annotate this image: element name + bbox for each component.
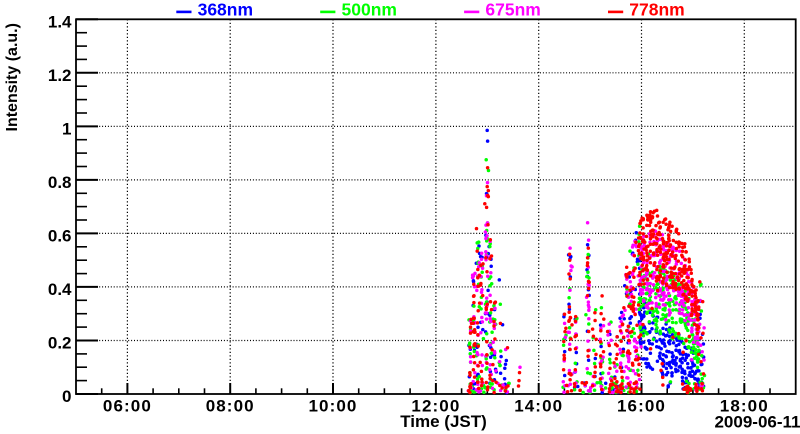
svg-text:1: 1 [62,119,71,138]
svg-text:0.4: 0.4 [48,280,72,299]
svg-text:0: 0 [62,387,71,406]
svg-text:14:00: 14:00 [514,397,563,416]
svg-text:368nm: 368nm [198,0,253,19]
svg-text:18:00: 18:00 [720,397,769,416]
svg-text:08:00: 08:00 [206,397,255,416]
svg-text:Intensity (a.u.): Intensity (a.u.) [4,23,21,131]
svg-text:1.2: 1.2 [48,66,72,85]
svg-text:16:00: 16:00 [617,397,666,416]
svg-text:06:00: 06:00 [103,397,152,416]
svg-text:Time (JST): Time (JST) [400,412,487,431]
svg-text:500nm: 500nm [342,0,397,19]
svg-text:0.8: 0.8 [48,173,72,192]
svg-text:675nm: 675nm [485,0,540,19]
svg-text:10:00: 10:00 [309,397,358,416]
svg-text:0.2: 0.2 [48,334,72,353]
svg-text:0.6: 0.6 [48,226,72,245]
svg-text:1.4: 1.4 [48,12,72,31]
svg-text:2009-06-11: 2009-06-11 [714,413,800,432]
svg-text:12:00: 12:00 [411,397,460,416]
svg-text:778nm: 778nm [629,0,684,19]
